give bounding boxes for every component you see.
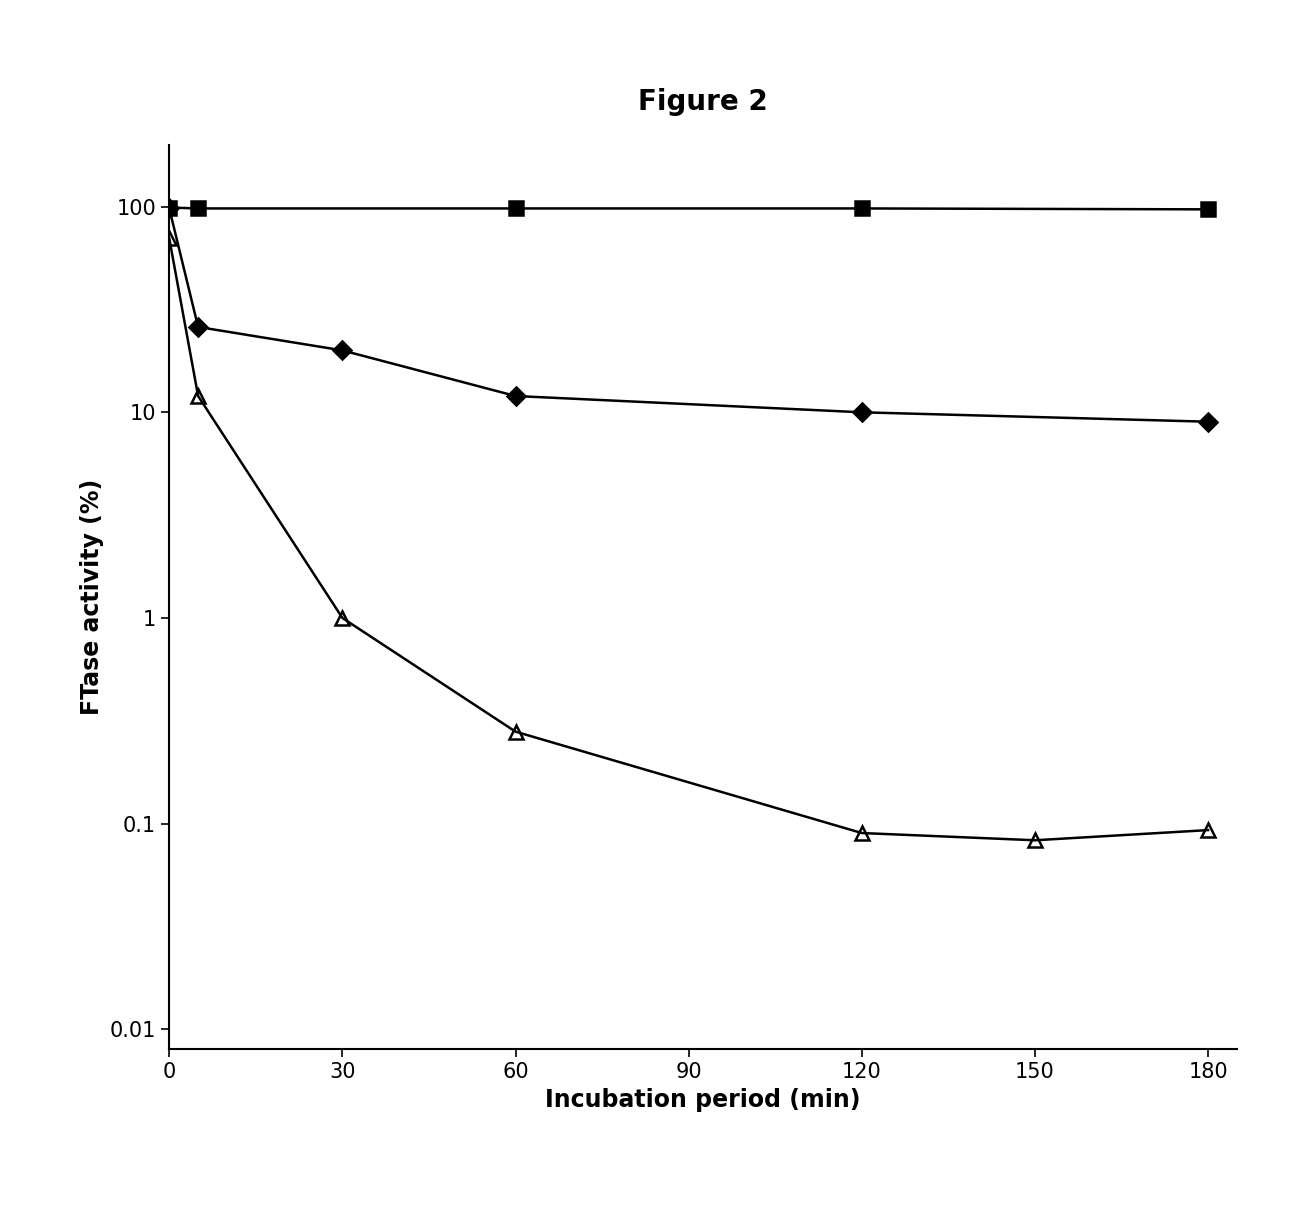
Title: Figure 2: Figure 2	[638, 88, 768, 116]
Y-axis label: FTase activity (%): FTase activity (%)	[81, 479, 104, 715]
X-axis label: Incubation period (min): Incubation period (min)	[546, 1088, 861, 1112]
